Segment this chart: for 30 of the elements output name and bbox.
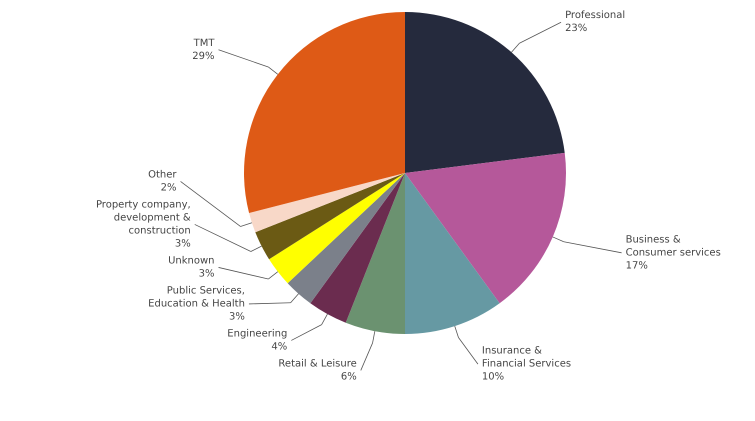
- slice-label: Public Services, Education & Health: [148, 285, 245, 310]
- data-label: 4%: [271, 341, 288, 352]
- slice-label: Retail & Leisure: [278, 358, 357, 370]
- slice-label: Insurance & Financial Services: [482, 346, 572, 370]
- pie-slice: [405, 12, 565, 173]
- data-label: 17%: [626, 260, 648, 272]
- slice-label: Business & Consumer services: [626, 234, 721, 258]
- pie-slice: [405, 152, 566, 304]
- data-label: 3%: [229, 311, 245, 322]
- pie-slice: [255, 173, 405, 260]
- pie-slice: [346, 173, 405, 334]
- data-label: 10%: [482, 372, 504, 383]
- data-label: 29%: [192, 50, 215, 62]
- slice-label: TMT: [192, 38, 216, 49]
- pie-slice: [310, 173, 405, 323]
- pie-slice: [244, 12, 405, 214]
- data-label: 3%: [174, 238, 191, 250]
- slice-label: Property company, development & construction: [96, 199, 191, 236]
- data-label: 6%: [340, 371, 357, 382]
- pie-slice: [405, 173, 500, 334]
- data-label: 23%: [565, 23, 588, 34]
- slice-label: Engineering: [227, 328, 288, 340]
- slice-label: Unknown: [168, 255, 215, 266]
- slice-label: Professional: [565, 10, 626, 22]
- pie-slice: [249, 173, 405, 232]
- slice-label: Other: [148, 169, 178, 180]
- data-label: 3%: [198, 268, 215, 280]
- data-label: 2%: [160, 182, 177, 194]
- pie-slice: [269, 173, 405, 284]
- pie-slice: [288, 173, 405, 304]
